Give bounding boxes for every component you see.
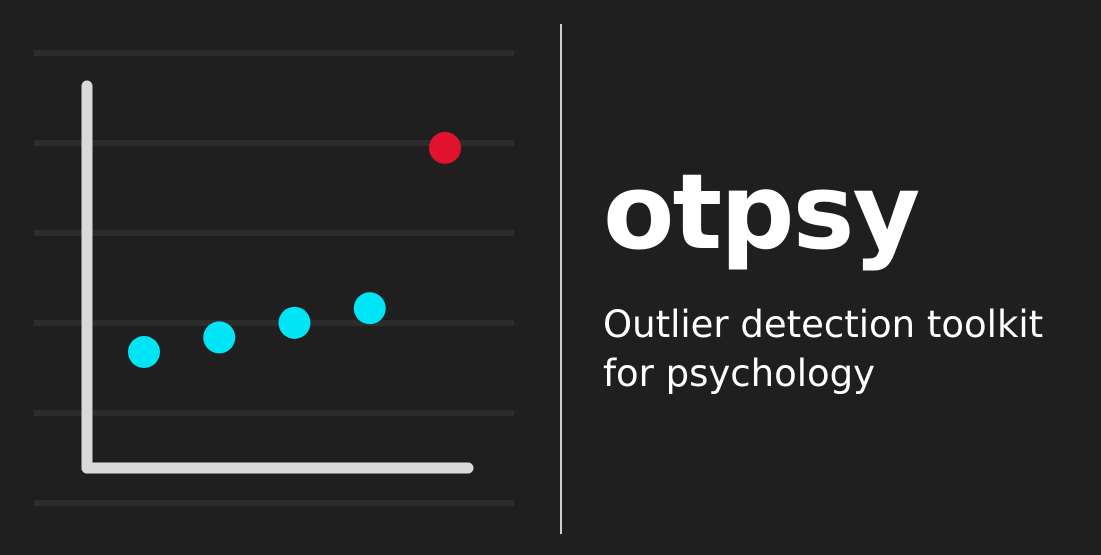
gridlines bbox=[34, 50, 514, 506]
tagline-line-1: Outlier detection toolkit bbox=[603, 303, 1044, 346]
brand-block: otpsy Outlier detection toolkit for psyc… bbox=[603, 160, 1093, 398]
axes bbox=[81, 80, 474, 474]
inlier-point-2 bbox=[203, 321, 236, 354]
scatter-plot-logo bbox=[34, 50, 514, 506]
inlier-point-1 bbox=[128, 336, 160, 368]
tagline: Outlier detection toolkit for psychology bbox=[603, 300, 1093, 398]
inlier-point-3 bbox=[278, 306, 311, 339]
brand-name: otpsy bbox=[603, 151, 920, 273]
tagline-line-2: for psychology bbox=[603, 352, 876, 395]
outlier-point bbox=[429, 131, 461, 164]
vertical-divider bbox=[560, 24, 562, 534]
data-points bbox=[128, 131, 461, 368]
inlier-point-4 bbox=[353, 292, 386, 325]
